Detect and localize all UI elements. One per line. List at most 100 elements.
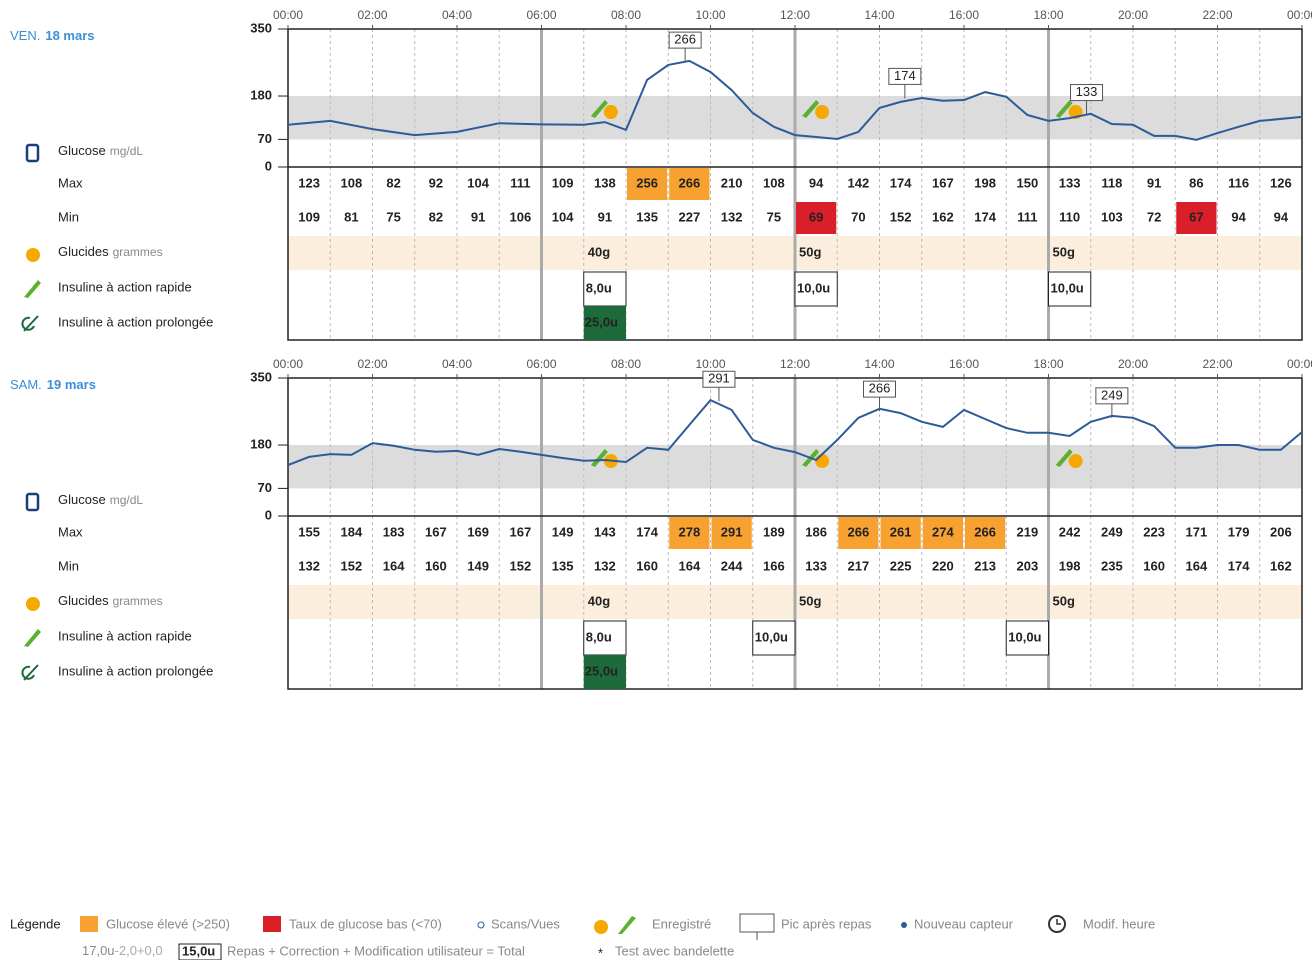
x-tick-label: 06:00 <box>526 8 556 22</box>
carbs-value: 50g <box>1053 244 1075 259</box>
x-tick-label: 04:00 <box>442 8 472 22</box>
max-value: 118 <box>1101 175 1122 190</box>
leaf-icon <box>590 449 608 468</box>
x-tick-label: 14:00 <box>864 8 894 22</box>
max-value: 169 <box>467 524 489 539</box>
min-value: 152 <box>890 209 912 224</box>
legend-low: Taux de glucose bas (<70) <box>289 916 442 931</box>
legend-title: Légende <box>10 916 61 931</box>
max-value: 184 <box>341 524 363 539</box>
min-value: 235 <box>1101 558 1123 573</box>
min-value: 203 <box>1017 558 1039 573</box>
max-value: 242 <box>1059 524 1081 539</box>
max-value: 266 <box>848 524 870 539</box>
glucose-unit: mg/dL <box>110 144 144 158</box>
peak-label: 174 <box>894 68 916 83</box>
meter-icon <box>25 143 40 163</box>
x-tick-label: 04:00 <box>442 357 472 371</box>
y-tick-label: 0 <box>265 507 272 522</box>
high-cell <box>627 168 668 200</box>
carbs-value: 50g <box>799 244 821 259</box>
x-tick-label: 08:00 <box>611 8 641 22</box>
carbs-label: Glucides grammes <box>58 593 163 608</box>
min-value: 152 <box>510 558 532 573</box>
max-value: 266 <box>679 175 701 190</box>
carbs-value: 50g <box>1053 593 1075 608</box>
x-tick-label: 22:00 <box>1202 8 1232 22</box>
glucose-line <box>287 59 1303 141</box>
apple-icon <box>594 920 608 934</box>
glucose-label: Glucose mg/dL <box>58 492 143 507</box>
min-value: 72 <box>1147 209 1161 224</box>
apple-icon <box>815 454 830 469</box>
day-date: 19 mars <box>47 377 96 392</box>
x-tick-label: 02:00 <box>357 8 387 22</box>
max-value: 108 <box>763 175 785 190</box>
max-value: 142 <box>848 175 870 190</box>
example-user: +0,0 <box>137 943 163 958</box>
min-value: 94 <box>1231 209 1246 224</box>
min-value: 111 <box>1017 209 1037 224</box>
min-value: 198 <box>1059 558 1081 573</box>
legend-star: * <box>598 945 603 960</box>
glucose-label-text: Glucose <box>58 492 106 507</box>
max-value: 256 <box>636 175 658 190</box>
carbs-label: Glucides grammes <box>58 244 163 259</box>
min-value: 152 <box>341 558 363 573</box>
peak-label: 291 <box>708 371 730 386</box>
leaf-icon <box>1055 449 1073 468</box>
high-cell <box>711 517 752 549</box>
carbs-value: 40g <box>588 244 610 259</box>
min-value: 227 <box>679 209 701 224</box>
x-tick-label: 10:00 <box>695 8 725 22</box>
legend-peak: Pic après repas <box>781 916 872 931</box>
apple-icon <box>26 597 40 611</box>
high-cell <box>880 517 921 549</box>
rapid-box <box>794 271 838 307</box>
y-tick-label: 70 <box>258 131 272 146</box>
legend-strip: Test avec bandelette <box>615 943 734 958</box>
max-value: 261 <box>890 524 912 539</box>
max-value: 104 <box>467 175 489 190</box>
min-value: 164 <box>1186 558 1208 573</box>
x-tick-label: 18:00 <box>1033 8 1063 22</box>
max-value: 174 <box>636 524 658 539</box>
high-cell <box>965 517 1006 549</box>
day-title: SAM. 19 mars <box>10 377 96 392</box>
legend-example: 17,0u-2,0+0,0 <box>82 943 163 958</box>
legend-sensor: Nouveau capteur <box>914 916 1014 931</box>
apple-icon <box>815 105 830 120</box>
min-value: 132 <box>721 209 743 224</box>
min-value: 225 <box>890 558 912 573</box>
max-value: 171 <box>1186 524 1208 539</box>
x-tick-label: 10:00 <box>695 357 725 371</box>
max-value: 274 <box>932 524 954 539</box>
min-value: 91 <box>598 209 612 224</box>
max-value: 198 <box>974 175 996 190</box>
max-value: 143 <box>594 524 616 539</box>
rapid-box <box>583 271 627 307</box>
scan-icon <box>477 921 485 929</box>
min-value: 162 <box>1270 558 1292 573</box>
day-name: SAM. <box>10 377 42 392</box>
max-value: 86 <box>1189 175 1203 190</box>
y-tick-label: 350 <box>250 369 272 384</box>
long-label: Insuline à action prolongée <box>58 663 213 678</box>
x-tick-label: 02:00 <box>357 357 387 371</box>
min-value: 133 <box>805 558 827 573</box>
min-value: 91 <box>471 209 485 224</box>
peak-icon <box>739 913 775 933</box>
carbs-label-text: Glucides <box>58 593 109 608</box>
carbs-value: 40g <box>588 593 610 608</box>
low-cell <box>1176 202 1217 234</box>
glucose-line <box>287 398 1303 467</box>
peak-label: 266 <box>869 381 891 396</box>
leaf-icon <box>1055 100 1073 119</box>
max-value: 189 <box>763 524 785 539</box>
carbs-unit: grammes <box>113 594 163 608</box>
max-value: 150 <box>1017 175 1039 190</box>
min-value: 94 <box>1274 209 1289 224</box>
x-tick-label: 20:00 <box>1118 357 1148 371</box>
min-value: 82 <box>429 209 443 224</box>
max-value: 183 <box>383 524 405 539</box>
